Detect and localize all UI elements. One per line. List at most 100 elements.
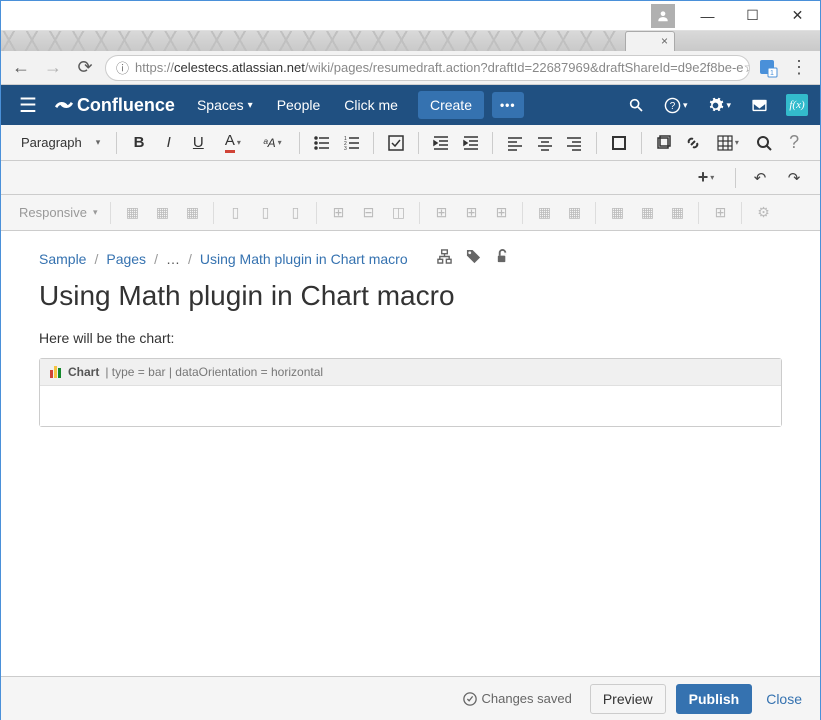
restrictions-icon[interactable] <box>492 249 513 268</box>
minimize-button[interactable]: — <box>685 1 730 31</box>
window-titlebar: — ☐ ✕ <box>1 1 820 31</box>
align-center-button[interactable] <box>531 129 559 157</box>
undo-button[interactable]: ↶ <box>746 164 774 192</box>
text-color-button[interactable]: A▾ <box>214 129 252 157</box>
col-left-button: ▯ <box>221 199 249 227</box>
editor-toolbar-3: Responsive▾ ▦ ▦ ▦ ▯ ▯ ▯ ⊞ ⊟ ◫ ⊞ ⊞ ⊞ ▦ ▦ … <box>1 195 820 231</box>
align-left-button[interactable] <box>501 129 529 157</box>
publish-button[interactable]: Publish <box>676 684 753 714</box>
paragraph-dropdown[interactable]: Paragraph▾ <box>13 131 108 154</box>
breadcrumb-ellipsis[interactable]: … <box>166 251 180 267</box>
confluence-logo[interactable]: Confluence <box>47 95 183 116</box>
find-button[interactable] <box>751 129 779 157</box>
cell-bg-button: ◫ <box>384 199 412 227</box>
close-tab-icon[interactable]: × <box>661 34 668 48</box>
settings-icon[interactable]: ▾ <box>699 97 739 114</box>
body-text[interactable]: Here will be the chart: <box>39 330 782 346</box>
user-account-icon[interactable] <box>651 4 675 28</box>
editor-footer: Changes saved Preview Publish Close <box>1 676 820 720</box>
chevron-down-icon: ▾ <box>726 100 731 111</box>
brand-text: Confluence <box>77 95 175 116</box>
url-protocol: https:// <box>135 60 174 75</box>
delete-table-button: ⊞ <box>706 199 734 227</box>
url-domain: celestecs.atlassian.net <box>174 60 305 75</box>
close-window-button[interactable]: ✕ <box>775 1 820 31</box>
chevron-down-icon: ▾ <box>248 100 253 111</box>
row-header-button: ▦ <box>178 199 206 227</box>
bullet-list-button[interactable] <box>308 129 336 157</box>
underline-button[interactable]: U <box>185 129 213 157</box>
split-button: ⊟ <box>354 199 382 227</box>
redo-button[interactable]: ↷ <box>780 164 808 192</box>
table-paste-button: ▦ <box>663 199 691 227</box>
breadcrumb-sample[interactable]: Sample <box>39 251 86 267</box>
indent-button[interactable] <box>457 129 485 157</box>
close-link[interactable]: Close <box>762 691 806 707</box>
align-right-button[interactable] <box>561 129 589 157</box>
bold-button[interactable]: B <box>125 129 153 157</box>
page-tree-icon[interactable] <box>434 249 455 268</box>
fx-badge[interactable]: f(x) <box>786 94 808 116</box>
site-info-icon[interactable]: ⓘ <box>116 58 129 77</box>
chart-col-button: ⊞ <box>457 199 485 227</box>
col-right-button: ▯ <box>251 199 279 227</box>
notifications-icon[interactable] <box>743 97 776 114</box>
number-list-button[interactable]: 123 <box>338 129 366 157</box>
active-tab[interactable]: × <box>625 31 675 51</box>
breadcrumb: Sample / Pages / … / Using Math plugin i… <box>39 249 782 268</box>
macro-body[interactable] <box>40 386 781 426</box>
svg-text:3: 3 <box>344 146 347 151</box>
svg-text:?: ? <box>670 101 676 112</box>
chart-macro[interactable]: Chart | type = bar | dataOrientation = h… <box>39 358 782 427</box>
spaces-menu[interactable]: Spaces▾ <box>187 85 263 125</box>
link-button[interactable] <box>680 129 708 157</box>
preview-button[interactable]: Preview <box>590 684 666 714</box>
merge-button: ⊞ <box>324 199 352 227</box>
table-settings-icon: ⚙ <box>749 199 777 227</box>
insert-button[interactable]: +▾ <box>687 164 725 192</box>
reload-button[interactable]: ⟳ <box>73 56 97 80</box>
page-layout-button[interactable] <box>605 129 633 157</box>
create-button[interactable]: Create <box>418 91 484 119</box>
copy-row-button: ⊞ <box>487 199 515 227</box>
row-below-button: ▦ <box>148 199 176 227</box>
table-copy-button: ▦ <box>603 199 631 227</box>
delete-col-button: ▦ <box>560 199 588 227</box>
page-title[interactable]: Using Math plugin in Chart macro <box>39 280 782 312</box>
confluence-header: ☰ Confluence Spaces▾ People Click me Cre… <box>1 85 820 125</box>
more-formatting-button[interactable]: ᵃA▾ <box>254 129 292 157</box>
browser-urlbar: ← → ⟳ ⓘ https:// celestecs.atlassian.net… <box>1 51 820 85</box>
people-link[interactable]: People <box>267 85 331 125</box>
breadcrumb-current[interactable]: Using Math plugin in Chart macro <box>200 251 408 267</box>
tab-overflow-icon <box>1 31 630 51</box>
extension-icon[interactable]: 1 <box>758 58 778 78</box>
task-list-button[interactable] <box>382 129 410 157</box>
maximize-button[interactable]: ☐ <box>730 1 775 31</box>
create-more-button[interactable]: ••• <box>492 92 524 118</box>
macro-params: | type = bar | dataOrientation = horizon… <box>105 365 323 379</box>
address-bar[interactable]: ⓘ https:// celestecs.atlassian.net /wiki… <box>105 55 750 81</box>
back-button[interactable]: ← <box>9 56 33 80</box>
chevron-down-icon: ▾ <box>96 137 101 148</box>
responsive-dropdown[interactable]: Responsive▾ <box>13 201 103 224</box>
search-icon[interactable] <box>620 97 652 113</box>
macro-header: Chart | type = bar | dataOrientation = h… <box>40 359 781 386</box>
labels-icon[interactable] <box>463 249 484 268</box>
url-path: /wiki/pages/resumedraft.action?draftId=2… <box>305 60 744 75</box>
italic-button[interactable]: I <box>155 129 183 157</box>
app-menu-icon[interactable]: ☰ <box>13 93 43 118</box>
files-button[interactable] <box>650 129 678 157</box>
outdent-button[interactable] <box>427 129 455 157</box>
forward-button[interactable]: → <box>41 56 65 80</box>
clickme-link[interactable]: Click me <box>334 85 408 125</box>
help-icon[interactable]: ? ▾ <box>656 97 696 114</box>
chart-icon <box>50 366 62 378</box>
editor-content[interactable]: Sample / Pages / … / Using Math plugin i… <box>1 231 820 661</box>
browser-menu-icon[interactable]: ⋮ <box>786 57 812 78</box>
chevron-down-icon: ▾ <box>683 100 688 111</box>
help-button[interactable]: ? <box>780 129 808 157</box>
editor-toolbar-2: +▾ ↶ ↷ <box>1 161 820 195</box>
table-button[interactable]: ▾ <box>709 129 747 157</box>
breadcrumb-pages[interactable]: Pages <box>106 251 146 267</box>
bookmark-icon[interactable]: ☆ <box>744 59 750 76</box>
